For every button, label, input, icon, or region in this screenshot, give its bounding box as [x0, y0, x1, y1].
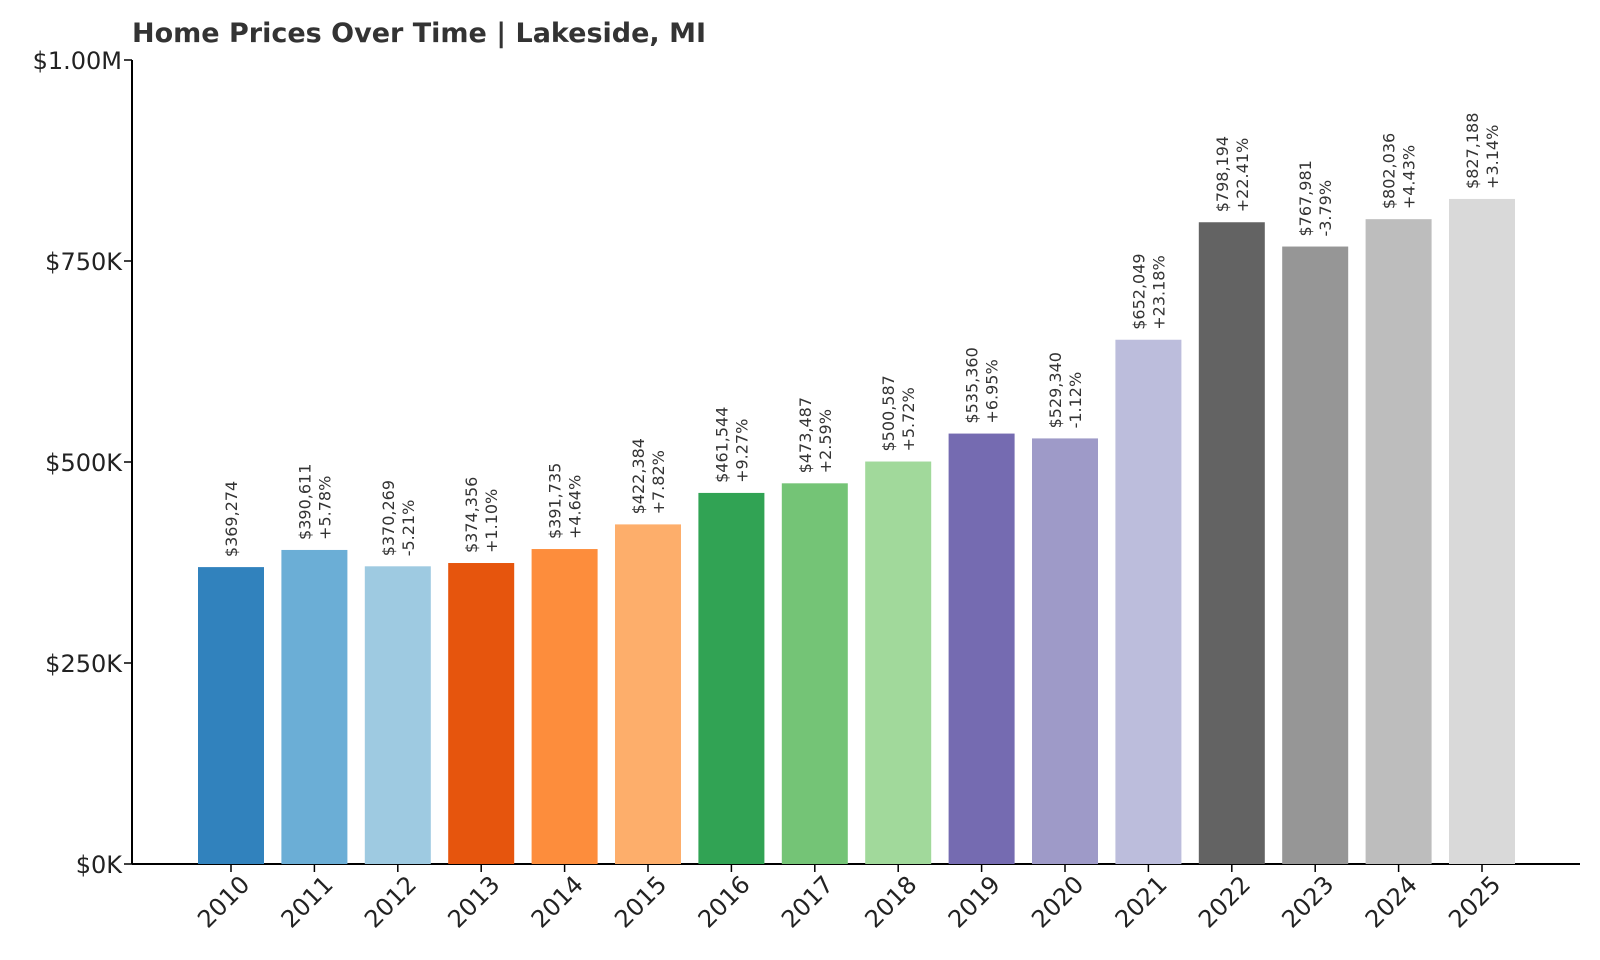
- x-tick-label: 2011: [276, 870, 339, 933]
- bar-change-label: +4.64%: [566, 475, 585, 539]
- bar-change-label: -1.12%: [1066, 372, 1085, 429]
- x-tick-label: 2012: [359, 870, 422, 933]
- bar-value-label: $390,611: [295, 464, 314, 540]
- bar-change-label: +9.27%: [732, 419, 751, 483]
- bar-change-label: +5.78%: [315, 476, 334, 540]
- bar-2018: [865, 461, 932, 864]
- x-tick-label: 2021: [1110, 870, 1173, 933]
- bar-value-label: $391,735: [546, 463, 565, 539]
- bar-2015: [615, 524, 681, 864]
- bar-value-label: $529,340: [1046, 352, 1065, 428]
- bar-2012: [364, 566, 431, 864]
- bar-labels: $369,274 $390,611 +5.78% $370,269 -5.21% $374…: [222, 113, 1502, 558]
- y-tick-label: $750K: [45, 248, 123, 276]
- bar-value-label: $370,269: [379, 480, 398, 556]
- x-tick-label: 2024: [1360, 870, 1423, 933]
- bar-change-label: +4.43%: [1400, 145, 1419, 209]
- bar-2016: [698, 492, 765, 864]
- bar-2017: [781, 483, 848, 864]
- bar-value-label: $369,274: [222, 481, 241, 557]
- bar-2025: [1449, 198, 1515, 864]
- bar-change-label: +2.59%: [816, 409, 835, 473]
- x-tick-label: 2022: [1193, 870, 1256, 933]
- x-tick-label: 2010: [192, 870, 255, 933]
- bar-2014: [531, 549, 598, 864]
- bar-change-label: +22.41%: [1233, 138, 1252, 212]
- x-tick-label: 2013: [442, 870, 505, 933]
- bar-2020: [1032, 438, 1098, 864]
- bar-change-label: +23.18%: [1149, 255, 1168, 329]
- x-tick-label: 2025: [1443, 870, 1506, 933]
- x-tick-label: 2019: [943, 870, 1006, 933]
- y-axis: $0K $250K $500K $750K $1.00M: [33, 47, 133, 879]
- bar-2019: [948, 433, 1015, 864]
- x-tick-label: 2017: [776, 870, 839, 933]
- bar-2021: [1115, 339, 1182, 865]
- bar-change-label: -3.79%: [1316, 180, 1335, 237]
- bar-change-label: +5.72%: [899, 387, 918, 451]
- bar-2022: [1198, 222, 1265, 865]
- bar-change-label: -5.21%: [399, 500, 418, 557]
- bar-value-label: $652,049: [1129, 253, 1148, 329]
- bar-value-label: $473,487: [796, 397, 815, 473]
- y-tick-label: $0K: [76, 851, 124, 879]
- bar-value-label: $422,384: [629, 438, 648, 514]
- bar-value-label: $798,194: [1213, 136, 1232, 212]
- x-axis: 2010 2011 2012 2013 2014 2015 2016 2017 2018 2019…: [132, 863, 1580, 933]
- bar-value-label: $827,188: [1463, 113, 1482, 189]
- bar-value-label: $535,360: [963, 347, 982, 423]
- bar-2024: [1365, 219, 1432, 864]
- x-tick-label: 2018: [859, 870, 922, 933]
- bar-value-label: $802,036: [1380, 133, 1399, 209]
- y-tick-label: $500K: [45, 449, 123, 477]
- bars: [198, 198, 1515, 865]
- bar-change-label: +6.95%: [983, 359, 1002, 423]
- bar-value-label: $767,981: [1296, 160, 1315, 236]
- bar-value-label: $461,544: [712, 407, 731, 483]
- bar-2023: [1282, 246, 1349, 864]
- x-tick-label: 2014: [526, 870, 589, 933]
- bar-value-label: $500,587: [879, 375, 898, 451]
- bar-change-label: +1.10%: [482, 489, 501, 553]
- x-tick-label: 2023: [1276, 870, 1339, 933]
- x-tick-label: 2016: [693, 870, 756, 933]
- bar-2013: [448, 563, 515, 864]
- y-tick-label: $250K: [45, 650, 123, 678]
- bar-2010: [198, 567, 264, 864]
- bar-change-label: +3.14%: [1483, 125, 1502, 189]
- y-tick-label: $1.00M: [33, 47, 122, 75]
- bar-2011: [281, 549, 348, 864]
- x-tick-label: 2015: [609, 870, 672, 933]
- chart-title: Home Prices Over Time | Lakeside, MI: [132, 18, 707, 49]
- bar-change-label: +7.82%: [649, 450, 668, 514]
- x-tick-label: 2020: [1026, 870, 1089, 933]
- bar-value-label: $374,356: [462, 477, 481, 553]
